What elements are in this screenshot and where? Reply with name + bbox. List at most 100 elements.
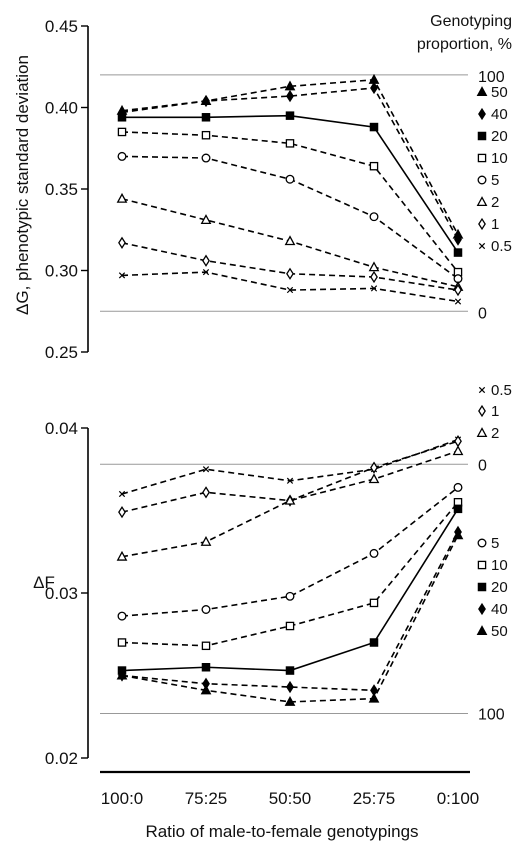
data-point-2 bbox=[368, 261, 380, 272]
data-point-1 bbox=[118, 236, 126, 249]
legend-marker-40 bbox=[478, 602, 486, 616]
data-point-2 bbox=[200, 535, 212, 546]
data-point-1 bbox=[202, 254, 210, 267]
series-line-40 bbox=[121, 531, 459, 692]
data-point-10 bbox=[285, 621, 295, 631]
legend-label-20: 20 bbox=[491, 579, 508, 596]
legend-label-1: 1 bbox=[491, 216, 499, 233]
data-point-10 bbox=[285, 139, 295, 148]
data-point-5 bbox=[369, 548, 379, 558]
top-panel: 100 0 0.25 0.30 0.35 0.40 0.45 50 40 20 10 5 2 1 0.5 bbox=[45, 17, 512, 362]
data-point-2 bbox=[284, 235, 296, 246]
legend-label-0.5: 0.5 bbox=[491, 238, 512, 255]
data-point-2 bbox=[116, 550, 128, 561]
reference-line-label: 0 bbox=[478, 457, 487, 474]
data-point-2 bbox=[116, 192, 128, 203]
y-tick-label: 0.40 bbox=[45, 99, 78, 118]
y-tick-label: 0.04 bbox=[45, 419, 78, 438]
data-point-2 bbox=[368, 473, 380, 484]
data-point-0.5 bbox=[202, 269, 210, 276]
series-line-50 bbox=[121, 534, 459, 703]
data-point-2 bbox=[200, 214, 212, 224]
data-point-10 bbox=[201, 641, 211, 651]
legend-label-2: 2 bbox=[491, 194, 499, 211]
data-point-20 bbox=[201, 663, 211, 672]
data-point-5 bbox=[453, 482, 463, 492]
legend-marker-40 bbox=[478, 107, 486, 121]
y-tick-label: 0.02 bbox=[45, 749, 78, 768]
bottom-panel: 0 100 0.02 0.03 0.04 0.5 1 2 5 10 20 40 50 100:0 75:25… bbox=[45, 382, 512, 808]
legend-label-50: 50 bbox=[491, 84, 508, 101]
data-point-1 bbox=[454, 283, 462, 297]
legend-marker-2 bbox=[476, 196, 488, 207]
legend-label-40: 40 bbox=[491, 601, 508, 618]
data-point-20 bbox=[201, 113, 211, 122]
legend-label-40: 40 bbox=[491, 106, 508, 123]
reference-line-label: 0 bbox=[478, 305, 487, 322]
series-line-10 bbox=[121, 131, 459, 273]
data-point-10 bbox=[117, 127, 127, 137]
legend-marker-10 bbox=[477, 560, 487, 570]
data-point-0.5 bbox=[118, 272, 126, 279]
legend-label-1: 1 bbox=[491, 403, 499, 420]
data-point-50 bbox=[200, 684, 212, 695]
y-tick-label: 0.35 bbox=[45, 180, 78, 199]
series-line-0.5 bbox=[121, 438, 459, 495]
data-point-0.5 bbox=[286, 477, 294, 484]
data-point-5 bbox=[201, 605, 211, 614]
data-point-10 bbox=[117, 638, 127, 647]
data-point-20 bbox=[453, 248, 463, 257]
legend-label-20: 20 bbox=[491, 128, 508, 145]
bottom-y-axis-label: ΔF bbox=[33, 573, 55, 592]
data-point-10 bbox=[369, 598, 379, 608]
data-point-20 bbox=[285, 666, 295, 675]
legend-title-line-2: proportion, % bbox=[417, 36, 512, 53]
series-line-5 bbox=[121, 155, 459, 280]
data-point-1 bbox=[118, 505, 126, 519]
legend-marker-1 bbox=[478, 404, 486, 418]
legend-marker-20 bbox=[477, 582, 487, 592]
data-point-5 bbox=[117, 151, 127, 161]
legend-label-2: 2 bbox=[491, 425, 499, 442]
data-point-2 bbox=[452, 445, 464, 456]
x-tick-label: 0:100 bbox=[437, 789, 480, 808]
data-point-5 bbox=[117, 611, 127, 621]
data-point-20 bbox=[285, 111, 295, 120]
legend-label-10: 10 bbox=[491, 150, 508, 167]
legend-marker-10 bbox=[477, 153, 487, 163]
series-line-20 bbox=[121, 508, 459, 672]
reference-line-label: 100 bbox=[478, 706, 505, 723]
series-line-40 bbox=[121, 87, 459, 240]
legend-label-0.5: 0.5 bbox=[491, 382, 512, 399]
data-point-40 bbox=[286, 89, 294, 103]
y-tick-label: 0.30 bbox=[45, 262, 78, 281]
legend-marker-5 bbox=[477, 175, 487, 185]
x-tick-label: 25:75 bbox=[353, 789, 396, 808]
series-line-0.5 bbox=[121, 271, 459, 303]
data-point-50 bbox=[284, 80, 296, 91]
data-point-2 bbox=[284, 494, 296, 505]
data-point-20 bbox=[117, 113, 127, 122]
y-tick-label: 0.45 bbox=[45, 17, 78, 36]
data-point-40 bbox=[286, 680, 294, 694]
data-point-40 bbox=[370, 81, 378, 95]
data-point-5 bbox=[369, 212, 379, 222]
legend-marker-50 bbox=[476, 86, 488, 97]
data-point-20 bbox=[369, 638, 379, 647]
legend-marker-0.5 bbox=[478, 386, 486, 394]
legend-marker-20 bbox=[477, 131, 487, 141]
top-y-axis-label: ΔG, phenotypic standard deviation bbox=[13, 55, 32, 315]
legend-label-50: 50 bbox=[491, 623, 508, 640]
data-point-1 bbox=[202, 486, 210, 499]
data-point-0.5 bbox=[370, 285, 378, 292]
data-point-40 bbox=[454, 233, 462, 246]
data-point-20 bbox=[369, 122, 379, 132]
data-point-1 bbox=[370, 270, 378, 284]
data-point-10 bbox=[201, 130, 211, 140]
series-line-20 bbox=[122, 114, 459, 254]
legend-marker-0.5 bbox=[478, 242, 486, 250]
data-point-5 bbox=[285, 591, 295, 601]
data-point-50 bbox=[116, 669, 128, 680]
